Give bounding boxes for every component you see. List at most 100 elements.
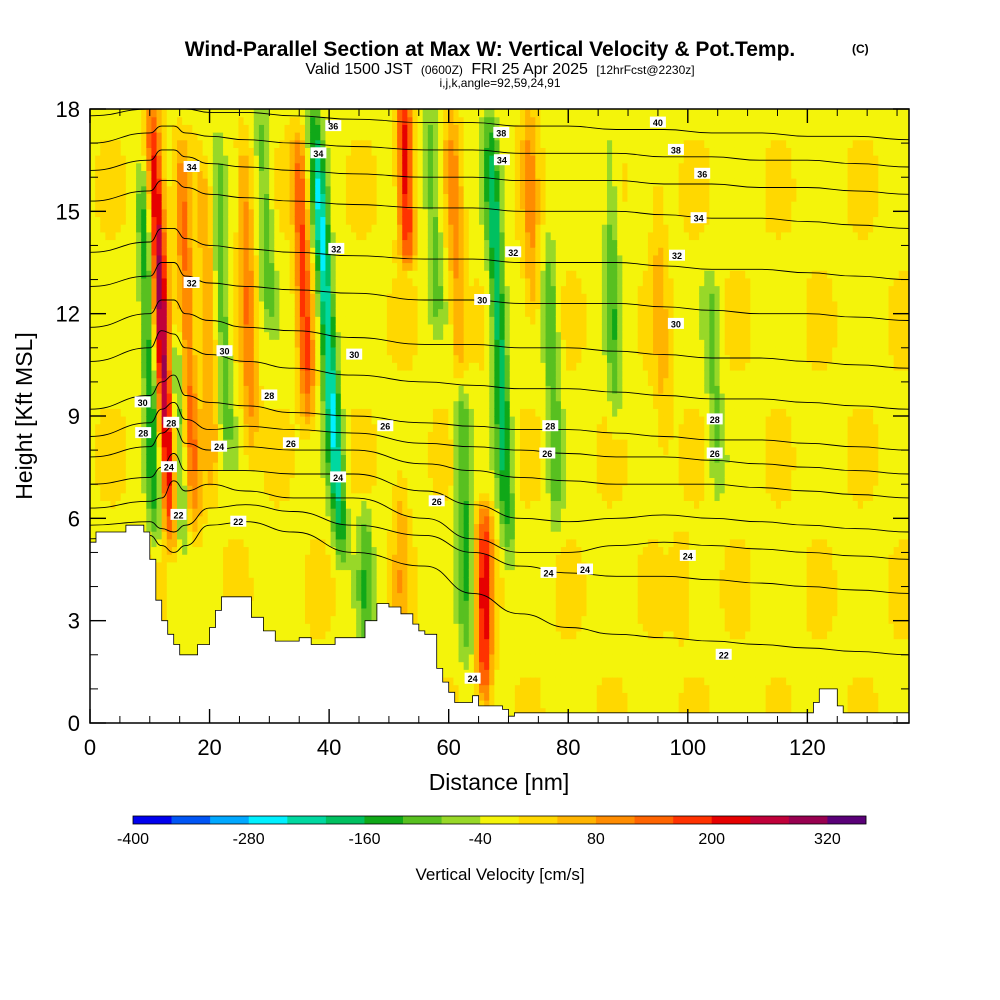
velocity-cell: [402, 162, 408, 171]
velocity-cell: [110, 462, 117, 471]
velocity-cell: [345, 569, 352, 578]
velocity-cell: [340, 208, 347, 218]
velocity-cell: [371, 323, 378, 333]
velocity-cell: [171, 515, 178, 525]
velocity-cell: [289, 239, 296, 248]
velocity-cell: [381, 193, 388, 202]
velocity-cell: [110, 155, 117, 164]
velocity-cell: [361, 369, 368, 379]
velocity-cell: [217, 170, 224, 179]
velocity-cell: [356, 277, 362, 287]
velocity-cell: [366, 193, 373, 202]
velocity-cell: [289, 531, 296, 540]
velocity-cell: [310, 385, 316, 394]
velocity-cell: [289, 170, 296, 179]
velocity-cell: [110, 446, 117, 455]
velocity-cell: [95, 515, 101, 525]
velocity-cell: [345, 139, 352, 148]
velocity-cell: [146, 408, 153, 417]
velocity-cell: [264, 592, 270, 601]
velocity-cell: [202, 607, 209, 617]
velocity-cell: [212, 561, 219, 571]
velocity-cell: [258, 147, 265, 156]
velocity-cell: [192, 224, 199, 233]
velocity-cell: [320, 416, 327, 425]
velocity-cell: [125, 454, 132, 463]
velocity-cell: [115, 500, 122, 509]
velocity-cell: [207, 431, 214, 440]
velocity-cell: [212, 178, 219, 187]
velocity-cell: [146, 162, 153, 171]
velocity-cell: [217, 408, 224, 417]
velocity-cell: [161, 162, 168, 171]
velocity-cell: [381, 147, 388, 156]
velocity-cell: [392, 592, 398, 601]
velocity-cell: [100, 377, 106, 386]
velocity-cell: [156, 162, 163, 171]
velocity-cell: [253, 531, 260, 540]
velocity-cell: [182, 193, 188, 202]
velocity-cell: [274, 423, 280, 432]
velocity-cell: [136, 346, 142, 356]
velocity-cell: [207, 247, 214, 256]
velocity-cell: [264, 554, 270, 563]
velocity-cell: [397, 185, 403, 195]
velocity-cell: [345, 254, 352, 264]
velocity-cell: [233, 492, 240, 502]
velocity-cell: [335, 508, 342, 517]
velocity-cell: [110, 469, 117, 478]
velocity-cell: [207, 569, 214, 578]
velocity-cell: [125, 362, 132, 371]
velocity-cell: [325, 185, 332, 195]
velocity-cell: [212, 270, 219, 279]
velocity-cell: [284, 462, 291, 471]
velocity-cell: [115, 508, 122, 517]
velocity-cell: [402, 270, 408, 279]
velocity-cell: [371, 254, 378, 264]
velocity-cell: [166, 508, 173, 517]
velocity-cell: [141, 316, 147, 325]
velocity-cell: [238, 224, 245, 233]
velocity-cell: [217, 300, 224, 310]
velocity-cell: [386, 385, 393, 394]
velocity-cell: [310, 523, 316, 532]
velocity-cell: [228, 262, 234, 271]
velocity-cell: [136, 262, 142, 271]
velocity-cell: [166, 155, 173, 164]
velocity-cell: [386, 431, 393, 440]
velocity-cell: [192, 239, 199, 248]
velocity-cell: [95, 285, 101, 294]
velocity-cell: [136, 354, 142, 363]
velocity-cell: [115, 224, 122, 233]
velocity-cell: [274, 400, 280, 409]
chart-subtitle: Valid 1500 JST (0600Z) FRI 25 Apr 2025 […: [305, 61, 694, 78]
velocity-cell: [212, 262, 219, 271]
velocity-cell: [151, 109, 158, 118]
velocity-cell: [351, 109, 357, 118]
velocity-cell: [115, 439, 122, 448]
velocity-cell: [392, 377, 398, 386]
velocity-cell: [279, 331, 286, 340]
velocity-cell: [397, 500, 403, 509]
velocity-cell: [100, 385, 106, 394]
velocity-cell: [351, 300, 357, 310]
velocity-cell: [320, 208, 327, 218]
velocity-cell: [284, 561, 291, 571]
velocity-cell: [171, 377, 178, 386]
velocity-cell: [233, 116, 240, 125]
velocity-cell: [330, 201, 337, 210]
velocity-cell: [243, 216, 250, 225]
velocity-cell: [238, 178, 245, 187]
velocity-cell: [345, 531, 352, 540]
velocity-cell: [381, 569, 388, 578]
velocity-cell: [294, 147, 301, 156]
velocity-cell: [351, 431, 357, 440]
velocity-cell: [299, 224, 306, 233]
velocity-cell: [125, 423, 132, 432]
velocity-cell: [335, 139, 342, 148]
velocity-cell: [299, 592, 306, 601]
velocity-cell: [376, 316, 383, 325]
velocity-cell: [141, 492, 147, 502]
velocity-cell: [223, 132, 229, 141]
velocity-cell: [381, 561, 388, 571]
